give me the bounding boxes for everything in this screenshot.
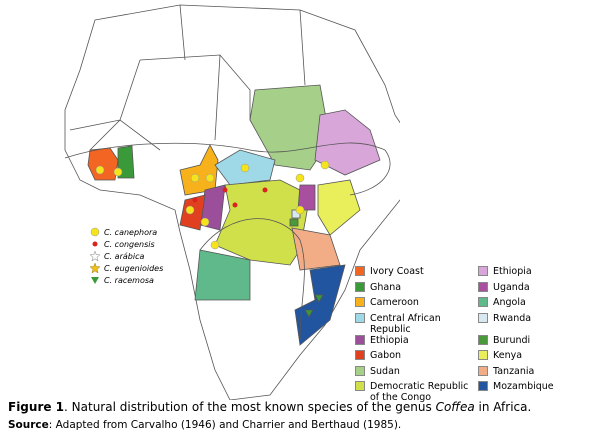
legend-item: Angola: [478, 297, 568, 313]
legend-swatch: [478, 334, 488, 345]
legend-swatch: [355, 297, 365, 307]
legend-label: Burundi: [493, 334, 531, 346]
source-text: : Adapted from Carvalho (1946) and Charr…: [48, 419, 402, 431]
caption-label: Figure 1: [8, 400, 65, 414]
legend-label: Uganda: [493, 281, 530, 293]
legend-label: Angola: [493, 297, 526, 308]
symbol: [92, 241, 98, 247]
caption-text: . Natural distribution of the most known…: [64, 400, 436, 414]
legend-item: C. canephora: [90, 226, 163, 238]
legend-item: Ethiopia: [478, 266, 568, 282]
symbol: [90, 263, 100, 273]
legend-swatch: [478, 297, 488, 307]
legend-item: Ghana: [355, 281, 478, 298]
symbol: [90, 227, 100, 237]
legend-swatch: [355, 266, 365, 276]
legend-symbol: [90, 227, 100, 237]
legend-symbol: [91, 277, 99, 284]
symbol: [90, 251, 100, 261]
legend-label: Ethiopia: [370, 334, 409, 346]
source-note: Source: Adapted from Carvalho (1946) and…: [8, 419, 401, 431]
figure-caption: Figure 1. Natural distribution of the mo…: [8, 400, 531, 414]
legend-swatch: [355, 381, 365, 391]
legend-symbol: [90, 263, 100, 273]
legend-label: Kenya: [493, 350, 523, 361]
source-label: Source: [8, 419, 49, 431]
legend-label: Ethiopia: [493, 266, 532, 277]
legend-symbol: [92, 241, 98, 247]
legend-item: Kenya: [478, 350, 568, 366]
legend-label: Ghana: [370, 281, 402, 293]
legend-item: Gabon: [355, 350, 478, 366]
legend-label: C. racemosa: [104, 275, 154, 285]
legend-label: Gabon: [370, 350, 402, 361]
legend-label: C. canephora: [104, 227, 158, 237]
legend-item: C. eugenioides: [90, 262, 163, 274]
legend-item: C. congensis: [90, 238, 163, 250]
legend-item: Rwanda: [478, 312, 568, 335]
legend-item: Mozambique: [478, 381, 568, 403]
africa-map: [64, 4, 400, 400]
legend-swatch: [478, 281, 488, 292]
legend-label: Mozambique: [493, 381, 554, 392]
legend-label: Sudan: [370, 365, 400, 377]
legend-label: Rwanda: [493, 312, 532, 324]
legend-item: Ivory Coast: [355, 266, 478, 282]
legend-item: C. arábica: [90, 250, 163, 262]
species-legend: C. canephora C. congensis C. arábica C. eug…: [90, 226, 163, 286]
legend-symbol: [90, 251, 100, 261]
legend-label: Democratic Republic of the Congo: [370, 381, 469, 403]
legend-label: C. arábica: [104, 251, 145, 261]
legend-label: Ivory Coast: [370, 266, 424, 277]
legend-label: Tanzania: [493, 365, 535, 377]
legend-item: Central African Republic: [355, 312, 478, 335]
legend-item: Sudan: [355, 365, 478, 382]
legend-item: Democratic Republic of the Congo: [355, 381, 478, 403]
legend-item: Ethiopia: [355, 334, 478, 351]
legend-item: C. racemosa: [90, 274, 163, 286]
legend-label: C. eugenioides: [104, 263, 164, 273]
legend-swatch: [355, 334, 365, 345]
legend-item: Cameroon: [355, 297, 478, 313]
legend-swatch: [355, 312, 365, 323]
legend-swatch: [478, 365, 488, 376]
symbol: [91, 277, 99, 284]
legend-swatch: [478, 381, 488, 391]
legend-label: Cameroon: [370, 297, 419, 308]
legend-swatch: [478, 266, 488, 276]
legend-item: Tanzania: [478, 365, 568, 382]
legend-swatch: [355, 350, 365, 360]
legend-swatch: [478, 350, 488, 360]
legend-label: Central African Republic: [370, 312, 441, 335]
legend-item: Burundi: [478, 334, 568, 351]
legend-swatch: [478, 312, 488, 323]
country-legend: Ivory Coast Ghana Cameroon Central African …: [355, 266, 568, 403]
caption-genus: Coffea: [435, 400, 475, 414]
legend-swatch: [355, 365, 365, 376]
caption-end: in Africa.: [474, 400, 532, 414]
legend-swatch: [355, 281, 365, 292]
legend-label: C. congensis: [104, 239, 155, 249]
legend-item: Uganda: [478, 281, 568, 298]
